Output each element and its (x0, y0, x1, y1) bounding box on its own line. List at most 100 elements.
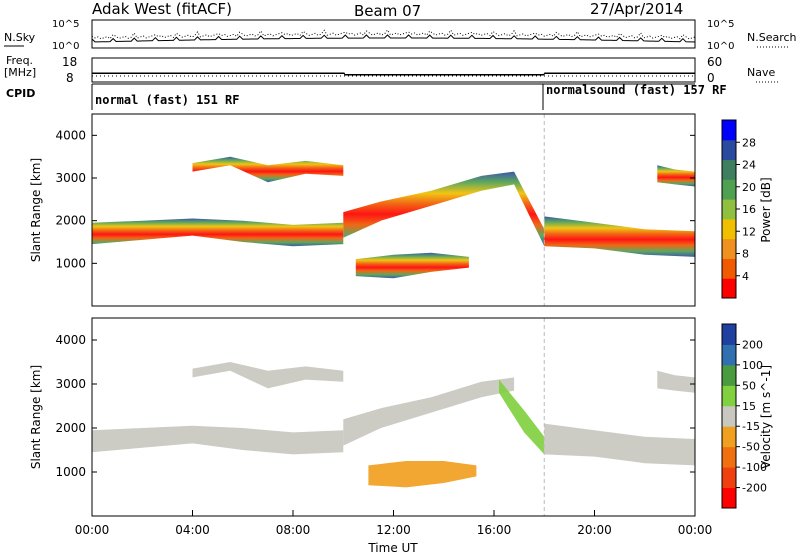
colorbar-tick-label: 100 (742, 359, 763, 372)
xtick-label: 00:00 (75, 523, 110, 537)
noise-panel-frame (91, 19, 696, 49)
velocity-ylabel: Slant Range [km] (29, 365, 43, 469)
power-bands (92, 114, 695, 306)
cpid-segment-1: normal (fast) 151 RF (95, 93, 240, 107)
colorbar-tick-label: -100 (742, 461, 767, 474)
colorbar-swatch (722, 467, 736, 489)
velocity-xlabel: Time UT (367, 541, 418, 554)
colorbar-swatch (722, 199, 736, 220)
freq-traces (92, 72, 695, 77)
colorbar-frame (721, 323, 737, 509)
nave-tick-low: 0 (707, 71, 715, 85)
colorbar-tick-label: 16 (742, 203, 756, 216)
xtick-label: 12:00 (376, 523, 411, 537)
colorbar-swatch (722, 159, 736, 180)
colorbar-tick-label: 50 (742, 379, 756, 392)
beam-label: Beam 07 (354, 2, 421, 20)
colorbar-tick-label: 20 (742, 181, 756, 194)
colorbar-tick-label: 8 (742, 248, 749, 261)
date-label: 27/Apr/2014 (590, 0, 683, 18)
data-band-0 (92, 218, 344, 247)
data-band-5 (657, 165, 695, 187)
velocity-panel: 1000 2000 3000 4000 00:00 04:00 08:00 12:00 16:… (29, 317, 773, 554)
velocity-xticks: 00:00 04:00 08:00 12:00 16:00 20:00 00:00 (75, 510, 713, 537)
cpid-label: CPID (6, 87, 35, 100)
data-band-3 (355, 252, 469, 279)
colorbar-tick-label: 12 (742, 225, 756, 238)
frequency-panel-frame (91, 57, 696, 83)
colorbar-swatch (722, 120, 736, 141)
power-ylabel: Slant Range [km] (29, 158, 43, 262)
colorbar-tick-label: 200 (742, 338, 763, 351)
velocity-yticks: 1000 2000 3000 4000 (55, 333, 695, 479)
data-band-6 (657, 370, 695, 393)
noise-right-tick-high: 10^5 (707, 19, 734, 30)
noise-left-tick-high: 10^5 (52, 19, 79, 30)
xtick-label: 00:00 (678, 523, 713, 537)
data-band-4 (368, 461, 477, 488)
freq-unit-label: [MHz] (4, 66, 36, 79)
colorbar-swatch (722, 364, 736, 386)
colorbar-swatch (722, 385, 736, 407)
freq-label: Freq. (6, 54, 33, 67)
noise-sky-trace (91, 34, 696, 43)
colorbar-tick-label: 15 (742, 400, 756, 413)
data-band-1 (192, 362, 344, 389)
colorbar-swatch (722, 218, 736, 240)
xtick-label: 08:00 (276, 523, 311, 537)
cpid-panel: CPID normal (fast) 151 RF normalsound (f… (6, 83, 727, 110)
xtick-label: 04:00 (175, 523, 210, 537)
colorbar-swatch (722, 446, 736, 468)
colorbar-swatch (722, 278, 736, 299)
colorbar-swatch (722, 487, 736, 509)
data-band-0 (92, 425, 344, 455)
colorbar-tick-label: 4 (742, 270, 749, 283)
cpid-segment-2: normalsound (fast) 157 RF (546, 83, 727, 97)
colorbar-tick-label: -200 (742, 482, 767, 495)
ytick-label: 2000 (55, 214, 86, 228)
colorbar-swatch (722, 405, 736, 427)
nave-label: Nave (747, 66, 775, 79)
ytick-label: 4000 (55, 128, 86, 142)
freq-tick-high: 18 (62, 55, 77, 69)
noise-traces (91, 29, 696, 43)
noise-sky-label: N.Sky (4, 31, 36, 44)
colorbar-swatch (722, 344, 736, 366)
data-band-4 (544, 216, 695, 257)
data-band-2 (343, 377, 515, 446)
noise-left-tick-low: 10^0 (52, 41, 79, 52)
colorbar-swatch (722, 324, 736, 345)
noise-search-label: N.Search (747, 31, 797, 44)
colorbar-tick-label: -15 (742, 420, 760, 433)
data-band-5 (544, 423, 695, 466)
ytick-label: 4000 (55, 333, 86, 347)
colorbar-tick-label: 24 (742, 159, 756, 172)
ytick-label: 2000 (55, 421, 86, 435)
nave-tick-high: 60 (707, 55, 722, 69)
colorbar-tick-label: -50 (742, 441, 760, 454)
colorbar-swatch (722, 179, 736, 200)
ytick-label: 3000 (55, 377, 86, 391)
xtick-label: 16:00 (477, 523, 512, 537)
ytick-label: 1000 (55, 256, 86, 270)
ytick-label: 1000 (55, 465, 86, 479)
colorbar-swatch (722, 258, 736, 279)
noise-panel: N.Sky 10^5 10^0 10^5 10^0 N.Search (4, 19, 797, 52)
frequency-panel: Freq. [MHz] 18 8 60 0 Nave (4, 54, 778, 85)
station-title: Adak West (fitACF) (92, 0, 232, 18)
power-colorbar-label: Power [dB] (759, 177, 773, 242)
data-band-2 (343, 171, 545, 247)
power-yticks: 1000 2000 3000 4000 (55, 128, 695, 270)
data-band-1 (192, 156, 344, 183)
freq-tick-low: 8 (66, 71, 74, 85)
velocity-colorbar: 200 100 50 15 -15 -50 -100 -200 (721, 323, 767, 509)
colorbar-swatch (722, 139, 736, 161)
colorbar-swatch (722, 426, 736, 448)
colorbar-tick-label: 28 (742, 136, 756, 149)
noise-right-tick-low: 10^0 (707, 41, 734, 52)
power-panel: 1000 2000 3000 4000 Slant Range [km] 28 24 20… (29, 113, 773, 307)
power-colorbar: 28 24 20 16 12 8 4 (721, 119, 756, 299)
ytick-label: 3000 (55, 171, 86, 185)
xtick-label: 20:00 (577, 523, 612, 537)
